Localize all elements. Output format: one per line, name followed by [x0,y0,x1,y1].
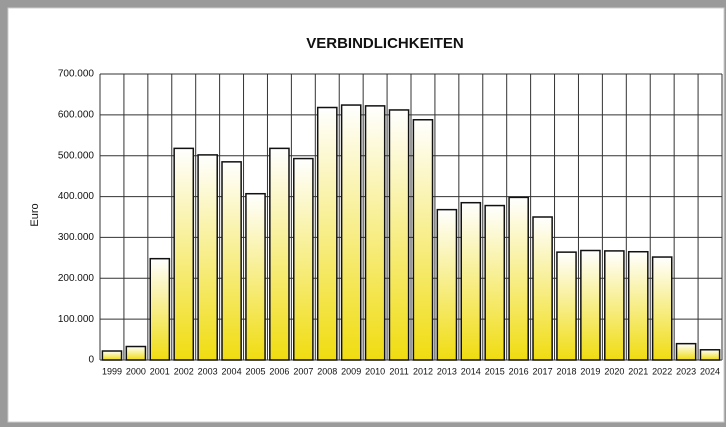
bar [460,201,482,361]
bar [532,216,553,361]
bar [245,192,266,361]
x-tick-label: 2016 [509,366,529,376]
bar [269,147,290,361]
x-tick-label: 2021 [628,366,648,376]
bar [101,350,123,361]
x-tick-label: 2003 [198,366,218,376]
bar [388,109,410,361]
x-tick-label: 2014 [461,366,481,376]
x-tick-label: 2005 [245,366,265,376]
x-tick-label: 2013 [437,366,457,376]
y-tick-label: 400.000 [58,191,95,202]
x-tick-label: 2007 [293,366,313,376]
x-tick-label: 2011 [389,366,408,376]
bar [508,196,529,361]
x-tick-label: 2008 [317,366,337,376]
x-tick-label: 2004 [222,366,242,376]
x-tick-label: 2015 [485,366,505,376]
bar [436,208,458,361]
bar [173,147,195,361]
x-tick-label: 2010 [365,366,385,376]
x-tick-label: 2017 [533,366,553,376]
bar [364,105,386,361]
bar [580,249,601,361]
x-tick-label: 2012 [413,366,433,376]
bar [627,250,649,361]
y-tick-label: 0 [88,355,94,366]
y-tick-label: 300.000 [58,232,95,243]
y-tick-label: 700.000 [58,69,95,80]
y-tick-label: 600.000 [58,109,95,120]
y-tick-label: 200.000 [58,273,95,284]
x-tick-label: 2018 [556,366,576,376]
x-tick-label: 2002 [174,366,194,376]
bar [484,204,506,361]
y-axis-label: Euro [29,203,41,226]
x-tick-label: 2022 [652,366,672,376]
bar [149,257,171,361]
y-tick-label: 500.000 [58,150,95,161]
chart-title: VERBINDLICHKEITEN [306,35,464,52]
x-tick-label: 2000 [126,366,146,376]
bar [675,342,697,361]
bar [340,104,362,361]
bar [316,106,338,361]
x-tick-label: 1999 [102,366,122,376]
x-tick-label: 2023 [676,366,696,376]
bar [699,349,721,361]
x-tick-label: 2024 [700,366,720,376]
bar [197,154,218,361]
x-tick-label: 2019 [580,366,600,376]
x-tick-label: 2009 [341,366,361,376]
bar [651,256,673,361]
y-tick-label: 100.000 [58,314,95,325]
bar [604,250,625,361]
bar [556,251,577,361]
x-tick-label: 2006 [269,366,289,376]
x-tick-label: 2001 [150,366,170,376]
bar [125,345,147,361]
bar [293,157,314,361]
bar [412,119,434,361]
bar [221,161,242,361]
x-tick-label: 2020 [604,366,624,376]
